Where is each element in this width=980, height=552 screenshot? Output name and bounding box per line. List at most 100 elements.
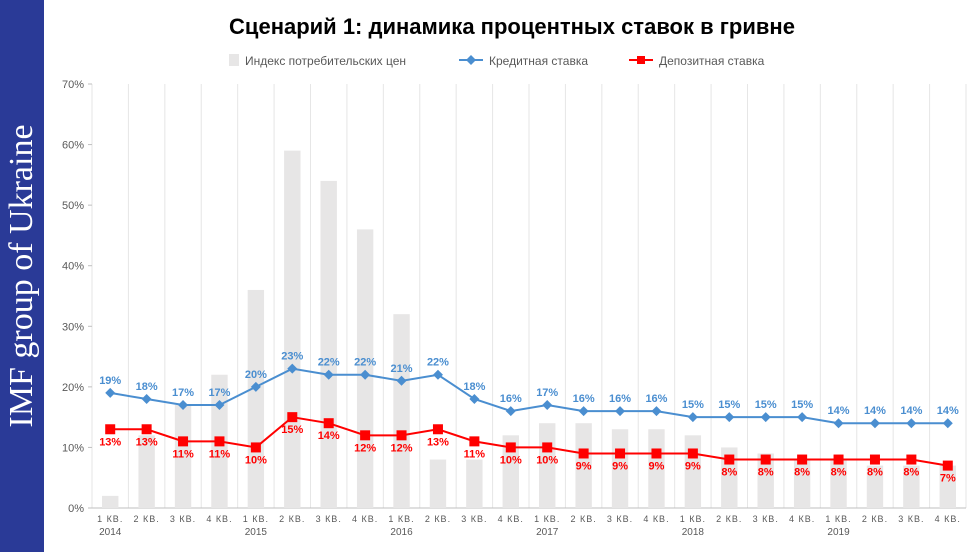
label-deposit: 8% [794,467,810,479]
marker-deposit [797,455,807,465]
label-credit: 16% [500,393,522,405]
label-deposit: 9% [576,460,592,472]
marker-credit [542,400,552,410]
label-deposit: 11% [172,448,194,460]
chart: 0% 10% 20% 30% 40% 50% 60% 70% 19% 13% 18% 13% 17% 11… [48,48,976,548]
marker-credit [615,406,625,416]
svg-text:2 КВ.: 2 КВ. [133,514,159,524]
bar [393,314,409,508]
label-deposit: 12% [391,442,413,454]
label-credit: 16% [645,393,667,405]
svg-text:4 КВ.: 4 КВ. [643,514,669,524]
svg-text:2016: 2016 [390,527,413,538]
svg-text:1 КВ.: 1 КВ. [97,514,123,524]
label-deposit: 8% [903,467,919,479]
svg-text:2017: 2017 [536,527,559,538]
label-deposit: 10% [536,454,558,466]
label-credit: 15% [682,399,704,411]
label-credit: 20% [245,369,267,381]
marker-deposit [506,442,516,452]
svg-text:40%: 40% [62,261,84,273]
brand-text: IMF group of Ukraine [3,124,41,427]
legend-label-deposit: Депозитная ставка [659,54,765,68]
svg-text:1 КВ.: 1 КВ. [243,514,269,524]
svg-text:2 КВ.: 2 КВ. [862,514,888,524]
label-deposit: 9% [649,460,665,472]
marker-credit [834,418,844,428]
svg-text:0%: 0% [68,503,84,515]
marker-deposit [651,448,661,458]
marker-deposit [906,455,916,465]
marker-deposit [324,418,334,428]
svg-text:2 КВ.: 2 КВ. [425,514,451,524]
svg-text:30%: 30% [62,321,84,333]
label-credit: 16% [573,393,595,405]
svg-text:3 КВ.: 3 КВ. [316,514,342,524]
svg-text:3 КВ.: 3 КВ. [461,514,487,524]
marker-deposit [834,455,844,465]
marker-deposit [214,436,224,446]
marker-deposit [870,455,880,465]
marker-deposit [615,448,625,458]
svg-text:70%: 70% [62,79,84,91]
label-deposit: 8% [831,467,847,479]
label-deposit: 10% [245,454,267,466]
label-credit: 19% [99,375,121,387]
label-credit: 17% [172,387,194,399]
svg-text:2015: 2015 [245,527,268,538]
marker-deposit [251,442,261,452]
brand-strip: IMF group of Ukraine [0,0,44,552]
label-deposit: 11% [209,448,231,460]
marker-deposit [469,436,479,446]
page-title: Сценарий 1: динамика процентных ставок в… [44,14,980,40]
label-deposit: 14% [318,430,340,442]
label-credit: 18% [463,381,485,393]
marker-credit [142,394,152,404]
marker-deposit [761,455,771,465]
svg-text:2018: 2018 [682,527,705,538]
svg-text:1 КВ.: 1 КВ. [388,514,414,524]
marker-deposit [688,448,698,458]
marker-deposit [433,424,443,434]
label-deposit: 13% [427,436,449,448]
svg-text:4 КВ.: 4 КВ. [206,514,232,524]
svg-text:2019: 2019 [827,527,850,538]
marker-credit [906,418,916,428]
svg-text:4 КВ.: 4 КВ. [789,514,815,524]
label-credit: 22% [427,357,449,369]
label-credit: 22% [354,357,376,369]
label-deposit: 13% [136,436,158,448]
bar [430,460,446,508]
marker-credit [870,418,880,428]
marker-credit [579,406,589,416]
marker-credit [761,412,771,422]
bar [248,290,264,508]
svg-text:3 КВ.: 3 КВ. [170,514,196,524]
svg-text:2 КВ.: 2 КВ. [716,514,742,524]
svg-text:2014: 2014 [99,527,122,538]
marker-deposit [287,412,297,422]
svg-text:3 КВ.: 3 КВ. [607,514,633,524]
marker-credit [506,406,516,416]
svg-text:60%: 60% [62,140,84,152]
label-credit: 15% [755,399,777,411]
label-credit: 14% [864,405,886,417]
svg-text:2 КВ.: 2 КВ. [570,514,596,524]
marker-credit [651,406,661,416]
marker-deposit [178,436,188,446]
bar [284,151,300,508]
label-deposit: 13% [99,436,121,448]
marker-deposit [360,430,370,440]
svg-text:4 КВ.: 4 КВ. [935,514,961,524]
label-deposit: 12% [354,442,376,454]
bar [466,460,482,508]
label-credit: 14% [900,405,922,417]
label-credit: 16% [609,393,631,405]
marker-credit [724,412,734,422]
svg-text:50%: 50% [62,200,84,212]
label-deposit: 15% [281,424,303,436]
svg-text:10%: 10% [62,442,84,454]
label-credit: 15% [791,399,813,411]
marker-deposit [105,424,115,434]
legend-label-credit: Кредитная ставка [489,54,588,68]
